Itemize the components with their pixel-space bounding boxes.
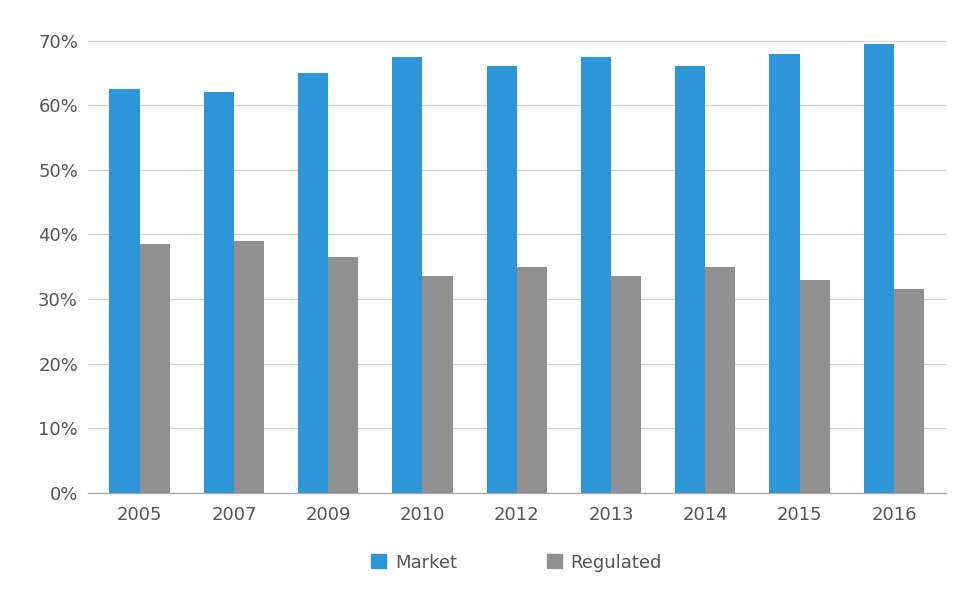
Bar [517,267,547,493]
Bar [329,257,359,493]
Bar [109,89,139,493]
Bar [204,93,234,493]
Bar [298,73,329,493]
Bar [894,289,924,493]
Bar [864,44,894,493]
Legend: Market, Regulated: Market, Regulated [365,546,669,579]
Bar [139,244,170,493]
Bar [611,276,642,493]
Bar [234,241,264,493]
Bar [487,67,517,493]
Bar [675,67,705,493]
Bar [392,56,422,493]
Bar [769,53,799,493]
Bar [705,267,735,493]
Bar [422,276,452,493]
Bar [581,56,611,493]
Bar [800,279,830,493]
